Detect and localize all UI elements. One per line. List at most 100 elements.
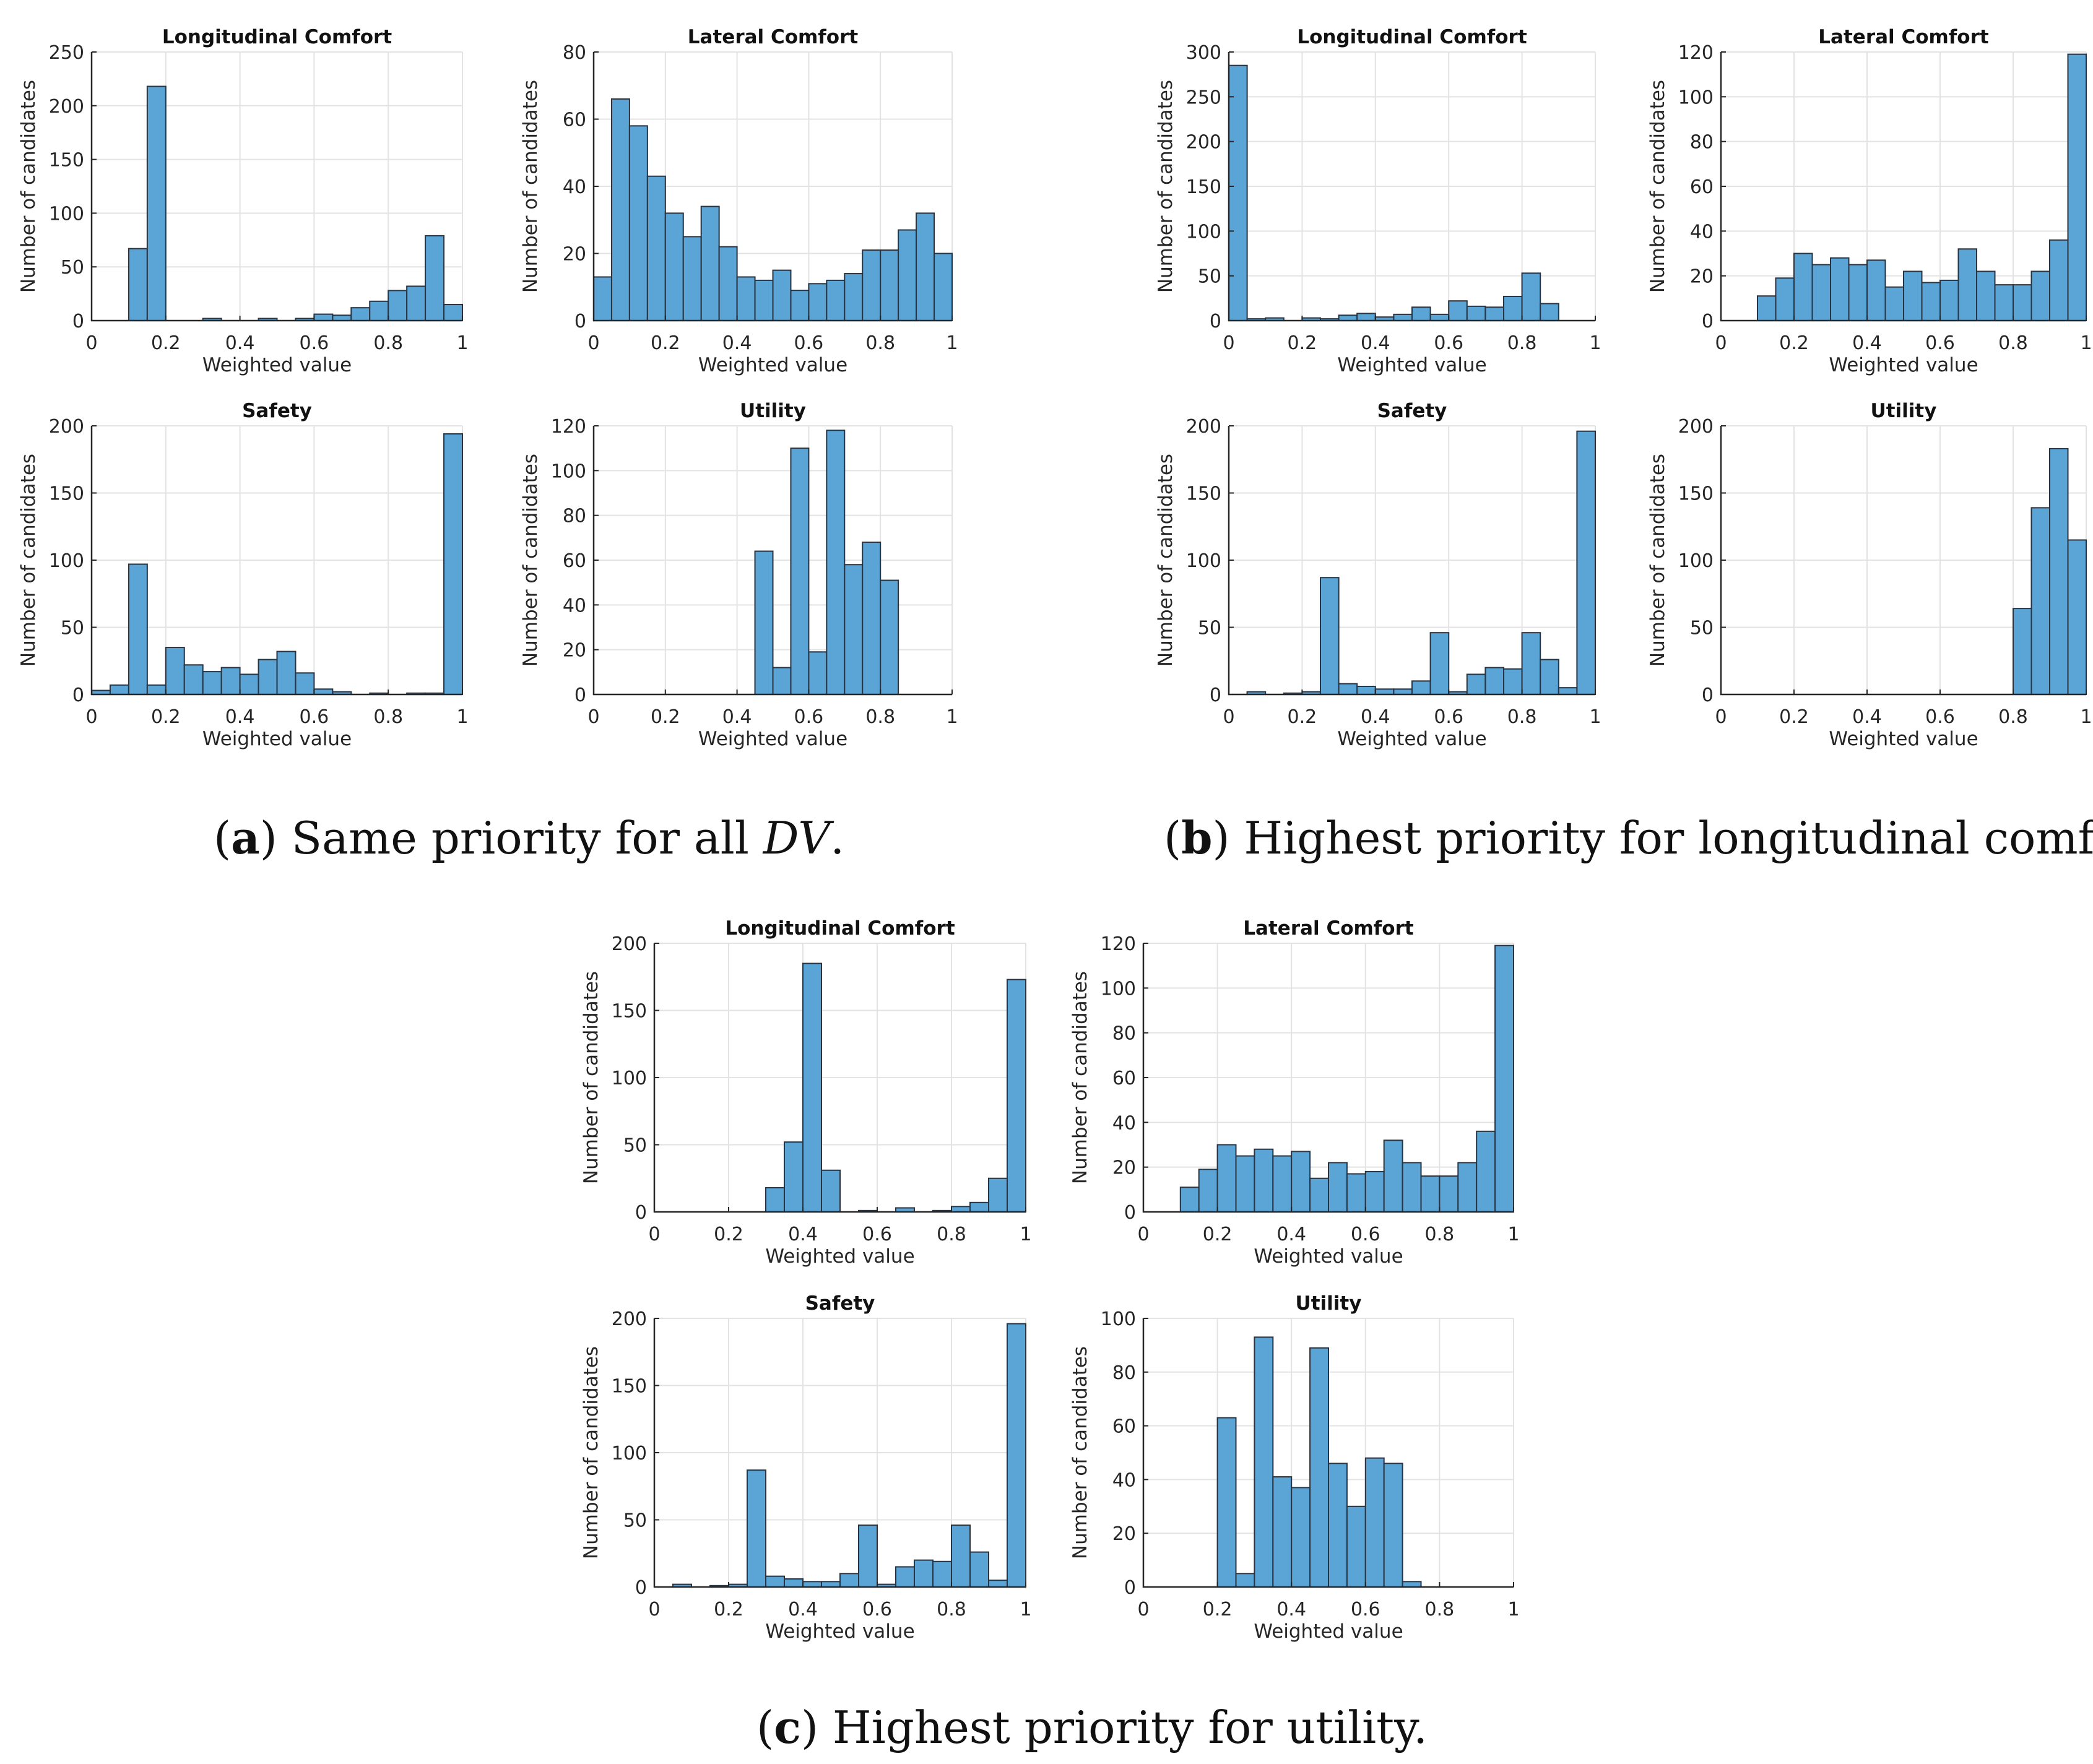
histogram-bar bbox=[350, 307, 371, 321]
histogram-bar bbox=[628, 125, 648, 321]
x-tick-label: 0.4 bbox=[1852, 706, 1882, 728]
y-tick-label: 150 bbox=[1186, 176, 1221, 198]
y-tick-label: 60 bbox=[1112, 1416, 1136, 1438]
x-axis-label: Weighted value bbox=[698, 728, 847, 750]
histogram-bar bbox=[1457, 1162, 1478, 1213]
chart-c-utility: 0 0.2 0.4 0.6 0.8 1 0 20 40 60 80 100 Utility Weighte… bbox=[1069, 1292, 1520, 1643]
y-tick-label: 0 bbox=[574, 685, 586, 706]
histogram-bar bbox=[1503, 668, 1523, 696]
chart-title: Longitudinal Comfort bbox=[1297, 26, 1527, 48]
y-tick-label: 0 bbox=[1702, 311, 1714, 332]
x-tick-label: 0.8 bbox=[865, 706, 895, 728]
caption-a-math: DV bbox=[763, 812, 831, 864]
y-tick-label: 120 bbox=[1678, 42, 1714, 64]
histogram-bar bbox=[1393, 688, 1413, 695]
x-tick-label: 0.6 bbox=[794, 706, 824, 728]
histogram-bar bbox=[1254, 1148, 1274, 1213]
chart-title: Lateral Comfort bbox=[1243, 917, 1414, 940]
y-tick-label: 40 bbox=[1690, 221, 1714, 243]
y-tick-label: 20 bbox=[563, 640, 586, 662]
histogram-bar bbox=[700, 205, 720, 321]
y-tick-label: 250 bbox=[49, 42, 84, 64]
histogram-bar bbox=[1411, 306, 1431, 321]
x-tick-label: 0 bbox=[587, 706, 599, 728]
histogram-bar bbox=[2049, 447, 2069, 695]
x-axis-label: Weighted value bbox=[765, 1245, 914, 1268]
x-tick-label: 0 bbox=[648, 1224, 660, 1245]
y-tick-label: 0 bbox=[1124, 1202, 1136, 1224]
histogram-bar bbox=[146, 85, 167, 321]
histogram-bar bbox=[1848, 264, 1868, 322]
histogram-bar bbox=[1272, 1476, 1293, 1588]
histogram-bar bbox=[313, 313, 334, 322]
histogram-bar bbox=[220, 667, 241, 695]
chart-title: Utility bbox=[740, 400, 806, 422]
histogram-bar bbox=[1198, 1169, 1218, 1213]
histogram-bar bbox=[802, 1581, 822, 1588]
y-tick-label: 60 bbox=[563, 550, 586, 572]
y-axis-label: Number of candidates bbox=[17, 454, 40, 667]
histogram-bar bbox=[1558, 687, 1578, 696]
x-tick-label: 0.6 bbox=[1351, 1224, 1380, 1245]
x-tick-label: 0.8 bbox=[1425, 1599, 1455, 1620]
histogram-bar bbox=[862, 249, 882, 322]
histogram-bar bbox=[1939, 279, 1959, 321]
y-tick-label: 0 bbox=[1210, 685, 1221, 706]
y-axis-label: Number of candidates bbox=[1155, 454, 1177, 667]
x-tick-label: 1 bbox=[1020, 1224, 1031, 1245]
histogram-bar bbox=[1476, 1130, 1496, 1213]
x-tick-label: 0.4 bbox=[1361, 706, 1390, 728]
histogram-bar bbox=[1994, 284, 2014, 321]
histogram-bar bbox=[1921, 282, 1941, 321]
y-tick-label: 80 bbox=[563, 42, 586, 64]
chart-c-lateral: 0 0.2 0.4 0.6 0.8 1 0 20 40 60 80 100 120 Lateral Com… bbox=[1069, 917, 1520, 1268]
x-tick-label: 0.2 bbox=[714, 1224, 743, 1245]
histogram-bar bbox=[1216, 1144, 1237, 1213]
x-tick-label: 1 bbox=[1507, 1599, 1519, 1620]
histogram-bar bbox=[808, 283, 828, 322]
x-tick-label: 0.6 bbox=[1434, 706, 1463, 728]
x-tick-label: 0.8 bbox=[373, 332, 403, 354]
y-tick-label: 50 bbox=[61, 257, 84, 279]
x-tick-label: 0.2 bbox=[151, 706, 181, 728]
x-tick-label: 0.2 bbox=[1779, 706, 1809, 728]
histogram-bar bbox=[895, 1566, 915, 1588]
histogram-bar bbox=[146, 684, 167, 696]
x-tick-label: 0 bbox=[1137, 1599, 1149, 1620]
histogram-bar bbox=[718, 246, 738, 321]
y-tick-label: 150 bbox=[49, 483, 84, 505]
y-tick-label: 50 bbox=[1690, 618, 1714, 639]
x-tick-label: 0.2 bbox=[1203, 1599, 1233, 1620]
caption-c-text: Highest priority for utility. bbox=[832, 1701, 1428, 1753]
histogram-bar bbox=[808, 651, 828, 695]
x-tick-label: 0.6 bbox=[300, 706, 329, 728]
histogram-bar bbox=[765, 1575, 785, 1588]
histogram-bar bbox=[369, 300, 389, 322]
y-tick-label: 250 bbox=[1186, 87, 1221, 108]
histogram-bar bbox=[1903, 270, 1923, 321]
x-tick-label: 1 bbox=[1020, 1599, 1031, 1620]
histogram-bar bbox=[844, 273, 864, 321]
histogram-bar bbox=[1179, 1187, 1200, 1213]
y-tick-label: 0 bbox=[1124, 1577, 1136, 1599]
histogram-bar bbox=[443, 433, 463, 696]
histogram-bar bbox=[1309, 1347, 1330, 1588]
y-tick-label: 60 bbox=[1112, 1068, 1136, 1089]
x-tick-label: 0.4 bbox=[225, 706, 255, 728]
histogram-bar bbox=[1884, 286, 1904, 321]
histogram-bar bbox=[839, 1573, 859, 1588]
histogram-bar bbox=[1521, 632, 1541, 695]
histogram-bar bbox=[202, 671, 222, 695]
x-axis-label: Weighted value bbox=[765, 1620, 914, 1643]
caption-a: (a) Same priority for all DV. bbox=[214, 811, 845, 864]
y-tick-label: 200 bbox=[1186, 132, 1221, 153]
x-tick-label: 1 bbox=[1507, 1224, 1519, 1245]
y-tick-label: 100 bbox=[1186, 550, 1221, 572]
histogram-bar bbox=[988, 1580, 1008, 1588]
histogram-bar bbox=[332, 314, 352, 322]
histogram-bar bbox=[239, 673, 259, 695]
y-tick-label: 150 bbox=[612, 1376, 647, 1398]
y-tick-label: 50 bbox=[61, 618, 84, 639]
x-tick-label: 0 bbox=[1137, 1224, 1149, 1245]
y-tick-label: 100 bbox=[1101, 978, 1136, 1000]
